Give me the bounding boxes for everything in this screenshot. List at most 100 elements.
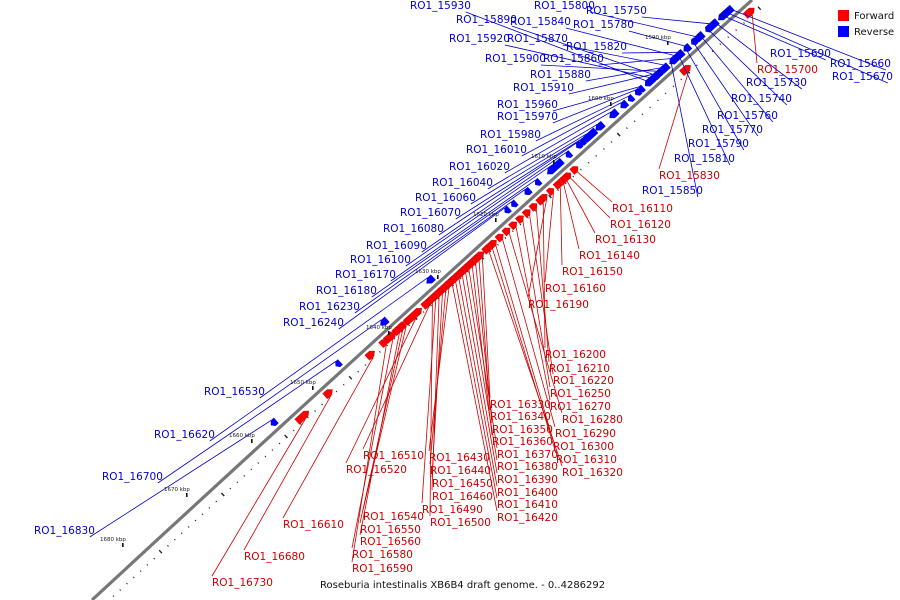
backbone-tick	[146, 563, 149, 566]
legend-reverse-label: Reverse	[854, 27, 894, 38]
kbp-label: 1660 kbp	[229, 433, 255, 439]
leader-line-ro1_16020	[504, 111, 612, 174]
kbp-tick	[122, 543, 124, 547]
gene-label-ro1_15880: RO1_15880	[530, 69, 591, 81]
gene-feature-ro1_16090	[565, 150, 574, 159]
gene-label-ro1_15930: RO1_15930	[410, 0, 471, 12]
gene-label-ro1_15780: RO1_15780	[573, 19, 634, 31]
backbone-tick	[641, 113, 644, 116]
backbone-tick	[757, 6, 762, 11]
kbp-label: 1630 kbp	[415, 269, 441, 275]
gene-label-ro1_16110: RO1_16110	[612, 203, 673, 215]
backbone-tick	[271, 449, 274, 451]
leader-line-ro1_15690	[719, 13, 826, 61]
gene-label-ro1_16250: RO1_16250	[550, 388, 611, 400]
backbone-tick	[459, 277, 462, 280]
gene-label-ro1_16060: RO1_16060	[415, 192, 476, 204]
gene-feature-ro1_16520	[402, 307, 422, 326]
gene-feature-ro1_16290	[494, 233, 504, 243]
backbone-tick	[187, 526, 190, 528]
backbone-tick	[243, 474, 246, 477]
leader-line-ro1_16520	[345, 317, 417, 464]
gene-feature-ro1_16730	[294, 410, 310, 425]
gene-label-ro1_16040: RO1_16040	[432, 177, 493, 189]
leader-line-ro1_15820	[621, 51, 678, 54]
gene-label-ro1_16420: RO1_16420	[497, 512, 558, 524]
gene-feature-ro1_15770	[690, 37, 699, 46]
kbp-tick	[251, 439, 253, 443]
gene-label-ro1_15770: RO1_15770	[702, 124, 763, 136]
backbone-tick	[467, 270, 469, 273]
backbone-tick	[580, 168, 582, 171]
kbp-tick	[610, 102, 612, 106]
gene-label-ro1_16290: RO1_16290	[555, 428, 616, 440]
gene-label-ro1_15850: RO1_15850	[642, 185, 703, 197]
leader-line-ro1_16230	[354, 201, 512, 314]
leader-line-ro1_16460	[431, 297, 440, 491]
backbone-tick	[610, 141, 613, 143]
backbone-tick	[307, 416, 309, 419]
gene-label-ro1_15670: RO1_15670	[832, 71, 893, 83]
backbone-tick	[139, 570, 142, 573]
leader-line-ro1_15850	[669, 58, 699, 198]
backbone-tick	[314, 410, 316, 412]
backbone-tick	[603, 148, 605, 150]
gene-label-ro1_16130: RO1_16130	[595, 234, 656, 246]
leader-line-ro1_15780	[628, 30, 685, 47]
leader-line-ro1_16500	[429, 303, 433, 517]
gene-label-ro1_16550: RO1_16550	[360, 524, 421, 536]
gene-label-ro1_16200: RO1_16200	[545, 349, 606, 361]
gene-label-ro1_16530: RO1_16530	[204, 386, 265, 398]
gene-feature-ro1_15910	[652, 71, 661, 81]
gene-label-ro1_15750: RO1_15750	[586, 5, 647, 17]
backbone-tick	[548, 194, 552, 199]
leader-line-ro1_16380	[465, 272, 498, 461]
gene-label-ro1_16240: RO1_16240	[283, 317, 344, 329]
gene-feature-ro1_16170	[534, 177, 543, 186]
leader-line-ro1_16830	[89, 419, 272, 538]
backbone-tick	[511, 230, 514, 233]
backbone-tick	[504, 237, 507, 239]
gene-label-ro1_16180: RO1_16180	[316, 285, 377, 297]
backbone-tick	[379, 350, 381, 353]
leader-line-ro1_15920	[504, 44, 650, 78]
gene-label-ro1_16080: RO1_16080	[383, 223, 444, 235]
backbone-tick	[342, 383, 345, 386]
gene-feature-ro1_16010	[620, 99, 630, 109]
gene-label-ro1_16430: RO1_16430	[429, 452, 490, 464]
gene-label-ro1_16140: RO1_16140	[579, 250, 640, 262]
leader-line-ro1_16400	[458, 278, 498, 487]
backbone-tick	[292, 429, 295, 432]
gene-feature-ro1_16230	[511, 199, 519, 208]
backbone-tick	[386, 344, 389, 347]
gene-feature-ro1_16530	[426, 274, 436, 284]
backbone-tick	[527, 216, 529, 219]
gene-label-ro1_16370: RO1_16370	[497, 449, 558, 461]
leader-line-ro1_16250	[522, 221, 551, 388]
leader-line-ro1_16590	[351, 345, 387, 563]
leader-line-ro1_16280	[508, 233, 563, 414]
kbp-label: 1680 kbp	[100, 537, 126, 543]
gene-feature-ro1_16270	[508, 221, 517, 231]
leader-line-ro1_15800	[589, 11, 695, 37]
gene-label-ro1_16160: RO1_16160	[545, 283, 606, 295]
gene-feature-ro1_16510	[420, 299, 431, 310]
backbone-tick	[497, 243, 499, 246]
gene-label-ro1_16460: RO1_16460	[432, 491, 493, 503]
backbone-tick	[727, 36, 730, 39]
legend-forward-label: Forward	[854, 11, 894, 22]
kbp-label: 1640 kbp	[366, 325, 392, 331]
gene-label-ro1_16500: RO1_16500	[430, 517, 491, 529]
backbone-tick	[357, 370, 360, 373]
leader-line-ro1_16410	[455, 281, 498, 499]
gene-label-ro1_16020: RO1_16020	[449, 161, 510, 173]
gene-features	[270, 4, 755, 426]
gene-feature-ro1_16240	[504, 205, 512, 214]
leader-line-ro1_16200	[542, 202, 546, 349]
map-caption: Roseburia intestinalis XB6B4 draft genom…	[320, 580, 605, 591]
backbone-tick	[519, 223, 522, 226]
backbone-tick	[626, 127, 628, 130]
leader-line-ro1_15840	[565, 27, 674, 56]
legend: Forward Reverse	[838, 10, 894, 38]
backbone-tick	[735, 29, 737, 31]
